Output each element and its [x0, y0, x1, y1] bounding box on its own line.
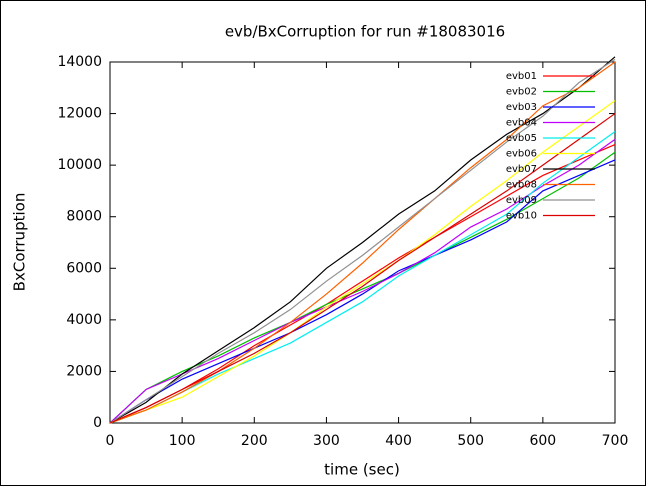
legend-label: evb04: [506, 118, 537, 129]
series-line: [109, 58, 616, 424]
y-tick-label: 14000: [57, 54, 102, 70]
chart-title: evb/BxCorruption for run #18083016: [225, 23, 505, 41]
legend-label: evb05: [506, 133, 537, 144]
legend-label: evb06: [506, 149, 537, 160]
series-line: [109, 143, 616, 424]
x-tick-label: 700: [602, 433, 629, 449]
legend-label: evb07: [506, 164, 537, 175]
y-tick-label: 0: [93, 415, 102, 431]
legend-label: evb09: [506, 195, 537, 206]
x-tick-label: 300: [313, 433, 340, 449]
y-axis-label: BxCorruption: [11, 193, 29, 292]
x-tick-label: 500: [457, 433, 484, 449]
x-tick-label: 200: [241, 433, 268, 449]
x-tick-label: 0: [106, 433, 115, 449]
series-line: [109, 131, 616, 424]
y-tick-label: 8000: [66, 209, 102, 225]
y-tick-label: 12000: [57, 106, 102, 122]
y-tick-label: 6000: [66, 260, 102, 276]
legend-label: evb01: [506, 71, 537, 82]
series-line: [109, 100, 616, 424]
legend-label: evb02: [506, 87, 537, 98]
legend-label: evb10: [506, 211, 537, 222]
legend-label: evb08: [506, 180, 537, 191]
series-line: [109, 113, 616, 424]
series-line: [109, 61, 616, 424]
y-tick-label: 10000: [57, 157, 102, 173]
series-line: [109, 159, 616, 424]
x-tick-label: 100: [169, 433, 196, 449]
legend-label: evb03: [506, 102, 537, 113]
y-tick-label: 2000: [66, 363, 102, 379]
x-tick-label: 400: [385, 433, 412, 449]
x-axis-label: time (sec): [324, 461, 400, 479]
x-tick-label: 600: [529, 433, 556, 449]
y-tick-label: 4000: [66, 312, 102, 328]
plot-border: [109, 61, 616, 424]
series-line: [109, 56, 616, 424]
